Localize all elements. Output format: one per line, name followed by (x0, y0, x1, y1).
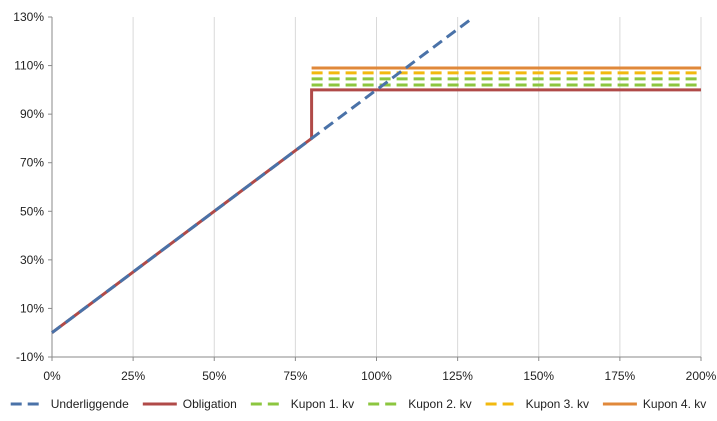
x-tick-label: 125% (442, 369, 473, 383)
legend-label: Obligation (183, 397, 237, 411)
y-tick-label: 10% (20, 301, 44, 315)
legend-label: Underliggende (51, 397, 129, 411)
y-tick-label: 30% (20, 253, 44, 267)
y-tick-label: 50% (20, 204, 44, 218)
y-tick-label: 90% (20, 107, 44, 121)
legend-label: Kupon 1. kv (291, 397, 354, 411)
y-tick-label: 110% (14, 59, 44, 73)
y-tick-label: 70% (20, 156, 44, 170)
y-tick-label: 130% (13, 10, 44, 24)
series-layer (51, 15, 701, 334)
series-line-underliggende (51, 15, 475, 334)
legend: Underliggende Obligation Kupon 1. kv Kupon … (10, 397, 706, 411)
legend-item: Kupon 1. kv (250, 397, 354, 411)
x-tick-label: 200% (686, 369, 717, 383)
legend-item: Obligation (142, 397, 237, 411)
legend-label: Kupon 3. kv (526, 397, 589, 411)
legend-item: Kupon 2. kv (368, 397, 472, 411)
legend-label: Kupon 2. kv (408, 397, 471, 411)
x-tick-label: 0% (43, 369, 61, 383)
x-tick-label: 175% (605, 369, 636, 383)
y-tick-label: -10% (16, 350, 44, 364)
x-tick-label: 150% (523, 369, 554, 383)
axis-layer: -10% 10% 30% 50% 70% 90% 110% 130% 0% 25% 50% 75% 10… (13, 10, 716, 383)
x-tick-label: 75% (283, 369, 307, 383)
legend-label: Kupon 4. kv (643, 397, 706, 411)
legend-item: Underliggende (10, 397, 129, 411)
legend-item: Kupon 4. kv (602, 397, 706, 411)
legend-item: Kupon 3. kv (485, 397, 589, 411)
x-tick-label: 50% (202, 369, 226, 383)
x-tick-label: 100% (361, 369, 392, 383)
x-tick-label: 25% (121, 369, 145, 383)
